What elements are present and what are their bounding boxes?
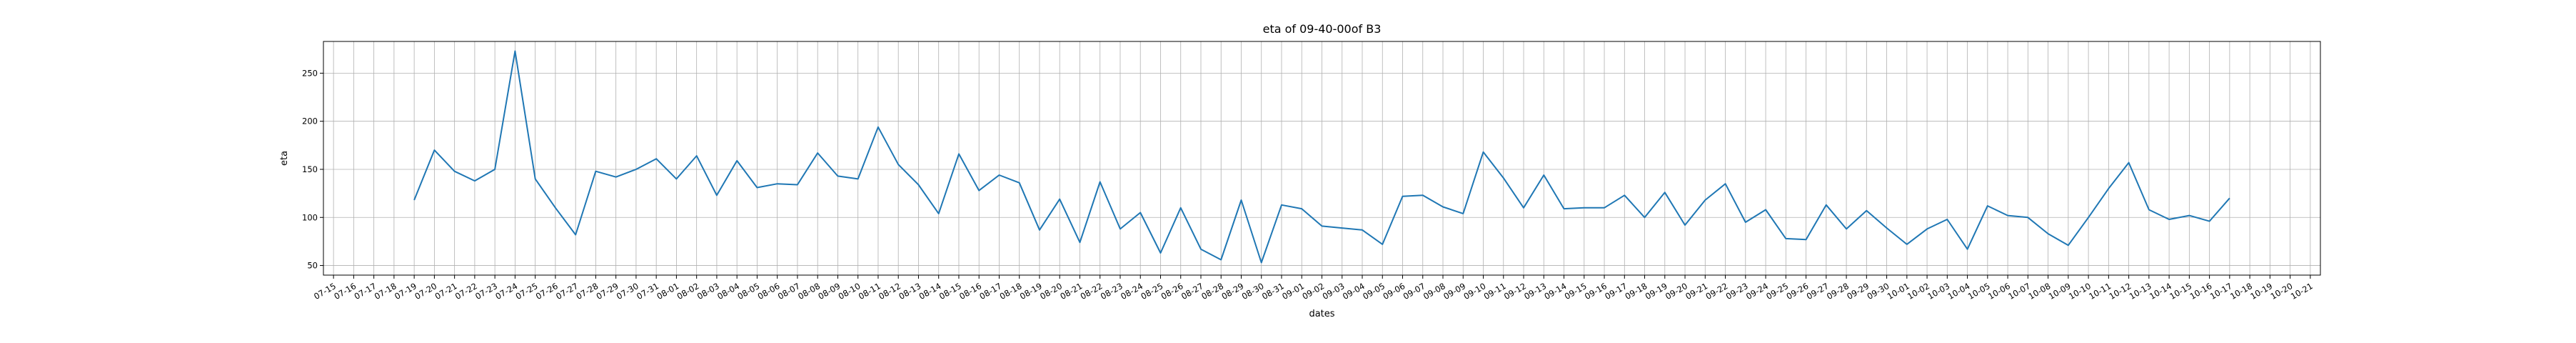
grid	[323, 41, 2320, 275]
y-tick-label: 150	[302, 164, 318, 174]
y-axis-label: eta	[279, 151, 290, 166]
y-tick-label: 100	[302, 212, 318, 222]
series-layer	[413, 50, 2230, 264]
y-tick-label: 200	[302, 116, 318, 126]
x-axis-label: dates	[1309, 309, 1334, 319]
y-tick-label: 250	[302, 68, 318, 78]
y-tick-label: 50	[307, 261, 318, 271]
chart-title: eta of 09-40-00of B3	[1263, 22, 1382, 36]
series-line	[413, 50, 2230, 264]
